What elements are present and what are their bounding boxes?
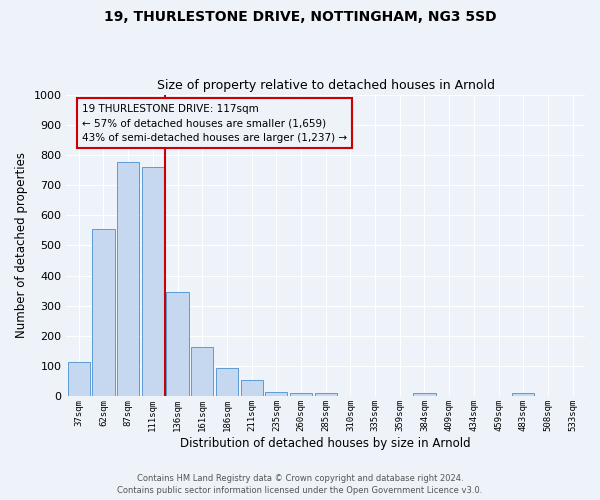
Bar: [117, 162, 139, 396]
X-axis label: Distribution of detached houses by size in Arnold: Distribution of detached houses by size …: [181, 437, 471, 450]
Bar: [216, 368, 238, 396]
Y-axis label: Number of detached properties: Number of detached properties: [15, 152, 28, 338]
Text: 19 THURLESTONE DRIVE: 117sqm
← 57% of detached houses are smaller (1,659)
43% of: 19 THURLESTONE DRIVE: 117sqm ← 57% of de…: [82, 104, 347, 143]
Bar: [142, 167, 164, 396]
Bar: [166, 292, 188, 397]
Bar: [68, 362, 90, 396]
Text: Contains HM Land Registry data © Crown copyright and database right 2024.
Contai: Contains HM Land Registry data © Crown c…: [118, 474, 482, 495]
Bar: [290, 394, 312, 396]
Bar: [265, 392, 287, 396]
Bar: [241, 380, 263, 396]
Bar: [191, 346, 214, 397]
Bar: [92, 229, 115, 396]
Title: Size of property relative to detached houses in Arnold: Size of property relative to detached ho…: [157, 79, 495, 92]
Text: 19, THURLESTONE DRIVE, NOTTINGHAM, NG3 5SD: 19, THURLESTONE DRIVE, NOTTINGHAM, NG3 5…: [104, 10, 496, 24]
Bar: [314, 394, 337, 396]
Bar: [512, 394, 535, 396]
Bar: [413, 394, 436, 396]
